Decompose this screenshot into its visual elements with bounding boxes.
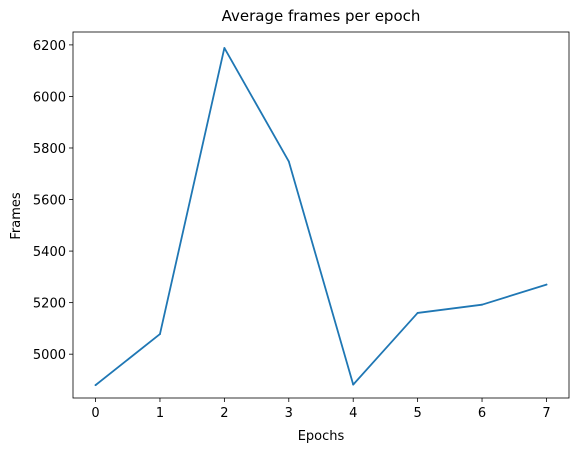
y-tick-label: 5400 [33, 245, 66, 260]
chart-title: Average frames per epoch [222, 7, 421, 25]
y-axis: 5000 5200 5400 5600 5800 6000 6200 [33, 39, 73, 363]
y-tick-label: 5600 [33, 194, 66, 209]
data-point [545, 283, 548, 286]
data-point [287, 160, 290, 163]
data-point [352, 383, 355, 386]
plot-area [72, 31, 570, 399]
y-axis-label: Frames [9, 192, 24, 240]
x-tick-label: 0 [91, 406, 99, 421]
x-tick-label: 3 [285, 406, 293, 421]
y-tick-label: 5000 [33, 348, 66, 363]
plot-frame [72, 31, 570, 399]
y-tick-label: 5200 [33, 297, 66, 312]
data-point [159, 333, 161, 335]
x-tick-label: 7 [542, 406, 550, 421]
y-tick-label: 6200 [33, 39, 66, 54]
data-point [223, 47, 226, 49]
data-point [481, 303, 483, 306]
x-tick-label: 6 [478, 406, 486, 421]
x-axis: 0 1 2 3 4 5 6 7 [91, 398, 551, 421]
series-line [94, 47, 548, 387]
x-tick-label: 2 [220, 406, 228, 421]
y-tick-label: 5800 [33, 142, 66, 157]
x-tick-label: 1 [156, 406, 164, 421]
y-tick-label: 6000 [33, 90, 66, 105]
x-tick-label: 5 [413, 406, 421, 421]
x-tick-label: 4 [349, 406, 357, 421]
x-axis-label: Epochs [298, 429, 345, 444]
data-point [94, 384, 97, 387]
data-point [416, 312, 419, 314]
